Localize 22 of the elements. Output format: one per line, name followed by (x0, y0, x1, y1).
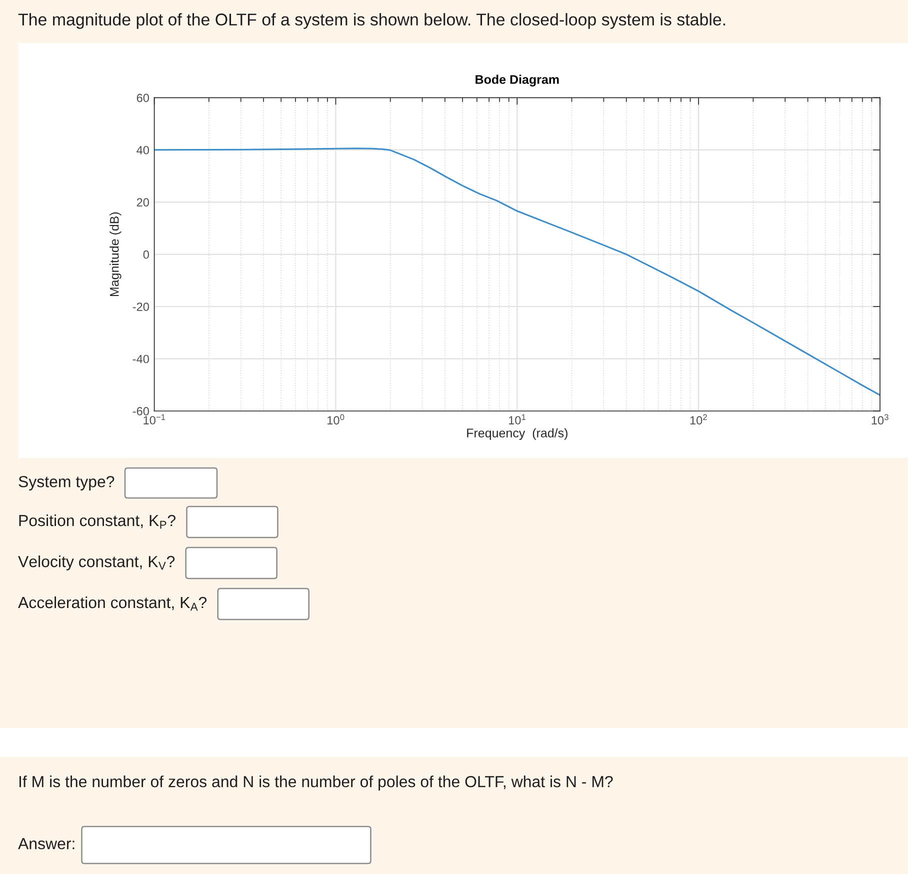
text: Position constant, K$_{P}$? (19, 514, 176, 529)
y-tick-label: 0 (143, 250, 149, 259)
text: The magnitude plot of the OLTF of a system is shown below. The closed-loop system is stable. (18, 13, 726, 29)
x-axis-title: Frequency (rad/s) (467, 428, 568, 440)
y-tick-label: 20 (136, 198, 149, 207)
x-tick-label: 10$^{−1}$ (144, 414, 166, 424)
text: Velocity constant, K$_{V}$? (18, 555, 175, 570)
y-tick-label: 60 (136, 94, 149, 102)
x-tick-label: 10$^{3}$ (872, 414, 888, 425)
y-tick-label: -20 (132, 302, 149, 311)
y-tick-label: -40 (132, 354, 149, 364)
x-tick-label: 10$^{2}$ (690, 414, 707, 425)
y-tick-label: 40 (136, 146, 149, 154)
text: System type? (18, 476, 114, 490)
text: Answer: (18, 838, 74, 850)
text: If M is the number of zeros and N is the number of poles of the OLTF, what is N - M? (19, 776, 613, 790)
x-tick-label: 10$^{0}$ (328, 414, 344, 425)
y-tick-label: -60 (132, 407, 149, 416)
y-axis-title: Magnitude (dB) (110, 212, 122, 296)
x-tick-label: 10$^{1}$ (508, 414, 526, 424)
chart-title: Bode Diagram (476, 74, 559, 86)
text: Acceleration constant, K$_{A}$? (18, 596, 207, 611)
